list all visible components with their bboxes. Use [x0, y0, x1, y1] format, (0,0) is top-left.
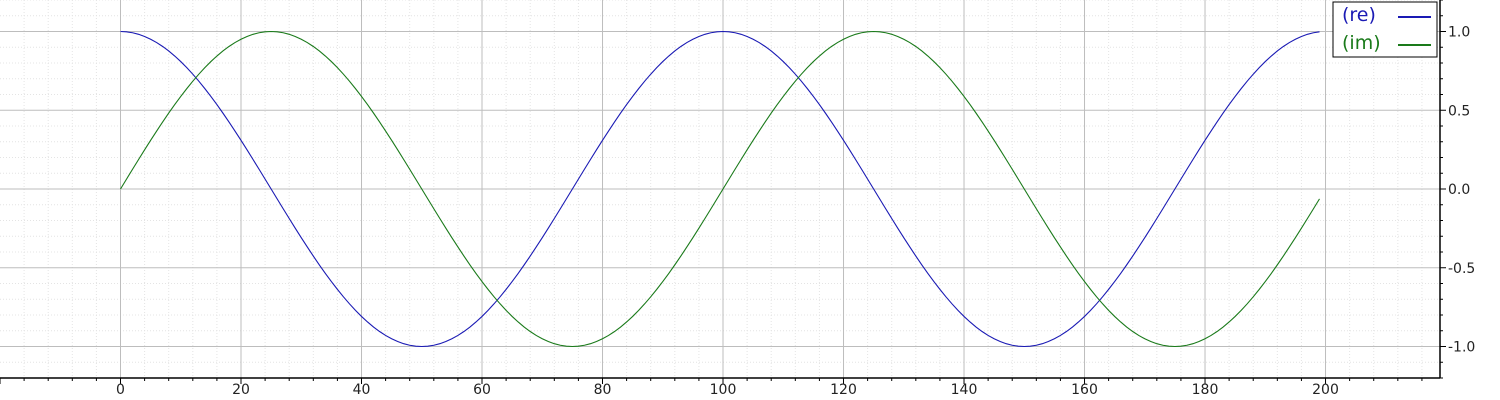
y-tick-label: 1.0: [1448, 25, 1470, 41]
y-tick-label: -0.5: [1448, 261, 1475, 277]
x-tick-label: 200: [1312, 382, 1339, 398]
series-line-im: [120, 30, 1320, 348]
legend: (re) (im): [1332, 1, 1438, 58]
series-layer: [120, 30, 1320, 348]
x-tick-label: 40: [353, 382, 371, 398]
y-tick-label: 0.5: [1448, 103, 1470, 119]
major-grid: [0, 0, 1440, 378]
x-tick-label: 140: [951, 382, 978, 398]
axes: 0 20 40 60 80 100 120 140 160 180 200 -1.0 -0.5 0.0 0.…: [0, 0, 1475, 398]
x-tick-label: 160: [1071, 382, 1098, 398]
x-tick-label: 100: [710, 382, 737, 398]
legend-label-im: (im): [1342, 32, 1381, 54]
x-tick-label: 80: [594, 382, 612, 398]
x-tick-label: 180: [1192, 382, 1219, 398]
x-tick-label: 20: [232, 382, 250, 398]
legend-box: [1332, 1, 1438, 58]
x-tick-label: 120: [830, 382, 857, 398]
y-tick-label: 0.0: [1448, 182, 1470, 198]
x-tick-label: 60: [473, 382, 491, 398]
x-tick-label: 0: [116, 382, 125, 398]
y-tick-label: -1.0: [1448, 340, 1475, 356]
legend-label-re: (re): [1342, 4, 1376, 26]
series-line-re: [120, 30, 1320, 348]
